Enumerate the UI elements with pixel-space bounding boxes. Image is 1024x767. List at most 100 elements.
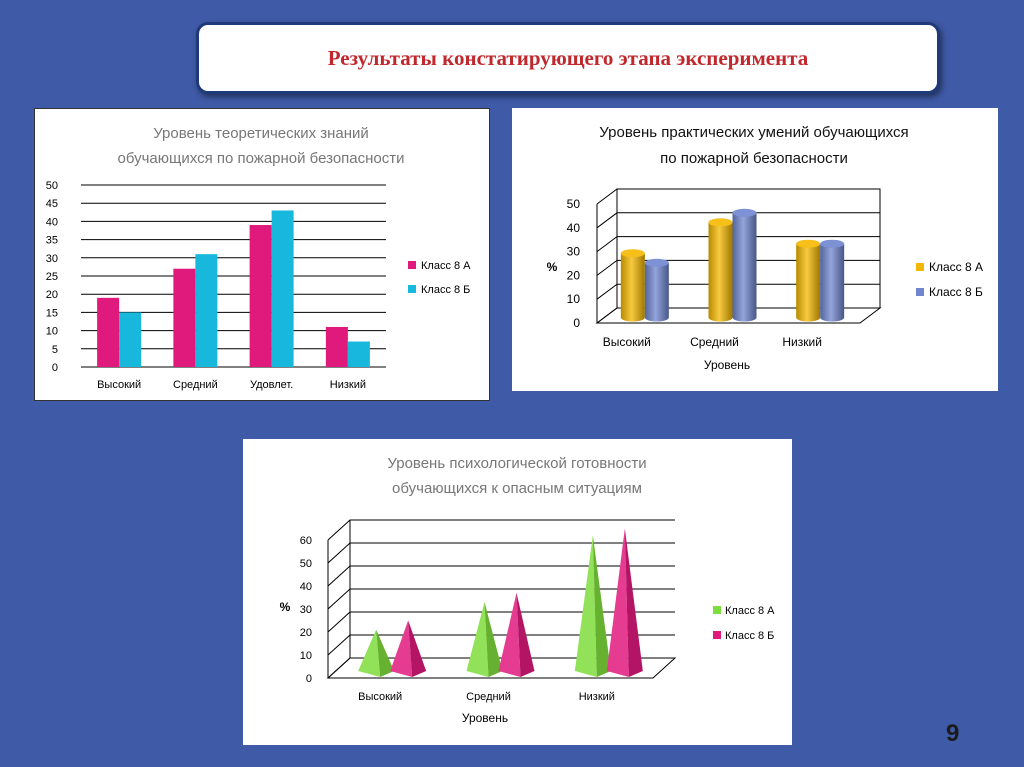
y-axis-label: % — [280, 600, 291, 614]
chart-title-line: по пожарной безопасности — [660, 150, 848, 167]
cylinder-class-8b-top — [820, 239, 845, 248]
pyramid-class-8b-right-face — [624, 528, 643, 677]
chart-panel-theory: Уровень теоретических знаний обучающихся … — [34, 108, 490, 401]
y-tick-label: 10 — [567, 292, 581, 306]
cylinder-class-8b — [732, 212, 757, 322]
x-tick-label: Низкий — [330, 379, 366, 391]
y-tick-label: 10 — [46, 326, 58, 338]
bar-class-8b — [195, 254, 218, 367]
y-tick-label: 25 — [46, 271, 58, 283]
x-tick-label: Высокий — [97, 379, 141, 391]
slide-title: Результаты констатирующего этапа экспери… — [327, 45, 809, 70]
chart-title-line: Уровень практических умений обучающихся — [599, 124, 908, 141]
chart-panel-psychology: Уровень психологической готовности обучаю… — [243, 439, 792, 745]
gridline — [596, 188, 880, 205]
cylinder-class-8a — [796, 243, 821, 322]
legend-swatch — [408, 285, 416, 293]
y-tick-label: 5 — [52, 344, 58, 356]
chart-title-line: Уровень психологической готовности — [387, 455, 646, 472]
y-tick-label: 30 — [567, 245, 581, 259]
cylinder-class-8b-top — [732, 208, 757, 217]
chart-title-line: обучающихся по пожарной безопасности — [118, 150, 405, 167]
legend-swatch — [713, 631, 721, 639]
y-tick-label: 40 — [567, 221, 581, 235]
chart-psychology-svg: Уровень психологической готовности обучаю… — [280, 455, 776, 725]
bar-class-8a — [97, 297, 120, 367]
legend-label: Класс 8 Б — [421, 284, 470, 296]
legend-swatch — [713, 606, 721, 614]
y-tick-label: 0 — [573, 316, 580, 330]
chart-title-line: обучающихся к опасным ситуациям — [392, 480, 642, 497]
cylinder-class-8b — [644, 262, 669, 322]
slide-title-box: Результаты констатирующего этапа экспери… — [196, 22, 940, 94]
y-tick-label: 50 — [567, 197, 581, 211]
y-tick-label: 0 — [306, 673, 312, 685]
gridline — [596, 212, 880, 229]
x-tick-label: Удовлет. — [250, 379, 293, 391]
legend-label: Класс 8 А — [725, 605, 775, 617]
x-tick-label: Высокий — [603, 335, 651, 349]
y-tick-label: 20 — [300, 627, 312, 639]
bar-class-8b — [347, 341, 370, 367]
y-axis-label: % — [547, 260, 558, 274]
y-tick-label: 35 — [46, 235, 58, 247]
legend-swatch — [916, 288, 924, 296]
chart-practice-svg: Уровень практических умений обучающихся п… — [547, 124, 983, 372]
y-tick-label: 45 — [46, 198, 58, 210]
bar-class-8a — [249, 225, 272, 367]
bar-class-8a — [173, 268, 196, 367]
legend-label: Класс 8 Б — [929, 285, 983, 299]
pyramid-class-8a-left-face — [358, 629, 381, 677]
y-tick-label: 20 — [567, 268, 581, 282]
pyramid-class-8b-right-face — [408, 620, 427, 677]
pyramid-class-8a-right-face — [592, 535, 611, 677]
pyramid-class-8b-left-face — [498, 592, 521, 677]
chart-panel-practice: Уровень практических умений обучающихся п… — [512, 108, 998, 391]
y-tick-label: 20 — [46, 289, 58, 301]
pyramid-class-8b-left-face — [606, 528, 629, 677]
y-tick-label: 40 — [46, 216, 58, 228]
cylinder-class-8a-top — [796, 239, 821, 248]
bar-class-8b — [271, 210, 294, 367]
chart-theory-svg: Уровень теоретических знаний обучающихся … — [46, 125, 471, 391]
y-tick-label: 30 — [300, 604, 312, 616]
y-tick-label: 60 — [300, 535, 312, 547]
pyramid-class-8b-left-face — [390, 620, 413, 677]
gridline — [596, 259, 880, 276]
chart-title-line: Уровень теоретических знаний — [153, 125, 369, 142]
pyramid-class-8a-right-face — [484, 602, 503, 677]
x-tick-label: Низкий — [579, 691, 615, 703]
y-tick-label: 10 — [300, 650, 312, 662]
y-tick-label: 50 — [300, 558, 312, 570]
pyramid-class-8a-left-face — [574, 535, 597, 677]
x-tick-label: Средний — [690, 335, 739, 349]
x-tick-label: Низкий — [782, 335, 822, 349]
cylinder-class-8b-top — [644, 258, 669, 267]
gridline — [596, 307, 880, 324]
pyramid-class-8b-right-face — [516, 592, 535, 677]
x-axis-label: Уровень — [462, 711, 508, 725]
page-number: 9 — [946, 720, 960, 747]
cylinder-class-8a-top — [620, 249, 645, 258]
legend-label: Класс 8 А — [929, 260, 983, 274]
cylinder-class-8a-top — [708, 218, 733, 227]
x-tick-label: Высокий — [358, 691, 402, 703]
gridline — [596, 236, 880, 253]
y-tick-label: 15 — [46, 307, 58, 319]
pyramid-class-8a-right-face — [376, 629, 395, 677]
cylinder-class-8a — [620, 253, 645, 322]
legend-swatch — [408, 261, 416, 269]
y-tick-label: 40 — [300, 581, 312, 593]
x-tick-label: Средний — [173, 379, 218, 391]
pyramid-class-8a-left-face — [466, 602, 489, 677]
legend-label: Класс 8 А — [421, 260, 471, 272]
legend-label: Класс 8 Б — [725, 630, 774, 642]
x-axis-label: Уровень — [704, 358, 750, 372]
y-tick-label: 50 — [46, 180, 58, 192]
cylinder-class-8a — [708, 222, 733, 322]
cylinder-class-8b — [820, 243, 845, 322]
y-tick-label: 0 — [52, 362, 58, 374]
gridline — [596, 283, 880, 300]
bar-class-8a — [325, 326, 348, 367]
bar-class-8b — [119, 312, 142, 367]
